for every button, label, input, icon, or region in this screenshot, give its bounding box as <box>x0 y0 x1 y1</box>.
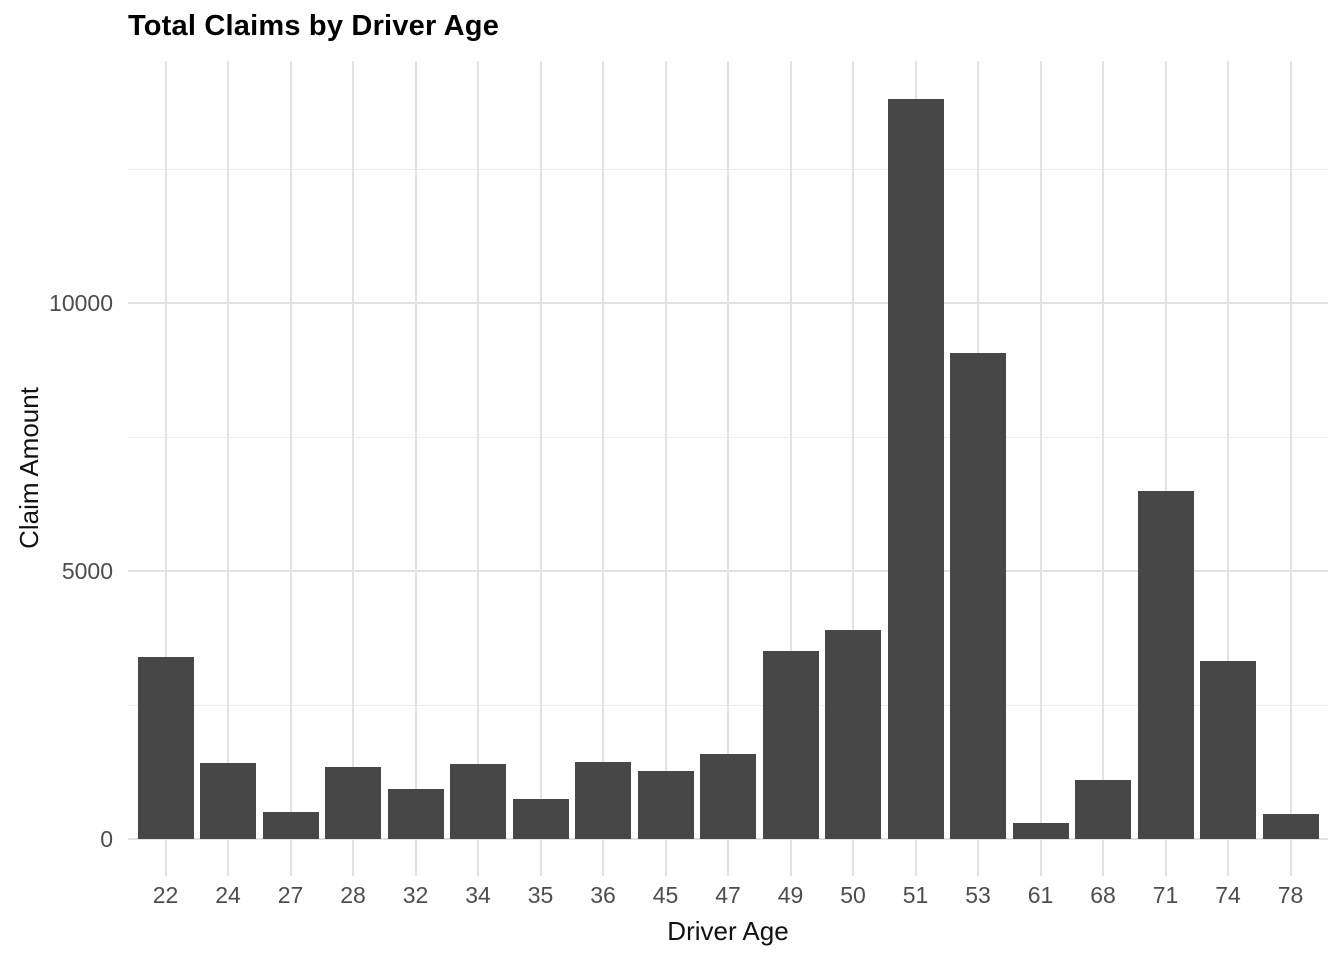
x-tick-label: 53 <box>965 882 991 908</box>
plot-panel <box>128 61 1328 876</box>
gridline-major-vertical <box>352 61 354 876</box>
bar-age-35 <box>513 799 569 839</box>
bar-age-24 <box>200 763 256 839</box>
y-tick-label: 0 <box>100 825 113 852</box>
gridline-major-vertical <box>1289 61 1292 876</box>
bar-age-47 <box>700 754 756 839</box>
bar-age-50 <box>825 630 881 839</box>
x-tick-label: 36 <box>590 882 616 908</box>
x-tick-label: 47 <box>715 882 741 908</box>
x-tick-label: 34 <box>465 882 491 908</box>
x-tick-label: 50 <box>840 882 866 908</box>
bar-age-74 <box>1200 661 1256 839</box>
y-tick-label: 10000 <box>49 289 113 316</box>
bar-age-61 <box>1013 823 1069 839</box>
x-tick-label: 32 <box>402 882 429 908</box>
bar-age-27 <box>263 812 319 839</box>
bar-age-32 <box>388 789 444 839</box>
gridline-major-vertical <box>1164 61 1167 876</box>
bar-age-51 <box>888 99 944 839</box>
gridline-major-vertical <box>1227 61 1229 876</box>
x-tick-label: 78 <box>1277 882 1304 908</box>
bar-age-78 <box>1263 814 1319 839</box>
x-tick-label: 68 <box>1090 882 1116 908</box>
x-tick-label: 45 <box>652 882 679 908</box>
bar-age-28 <box>325 767 381 839</box>
y-tick-label: 5000 <box>61 557 113 584</box>
bar-age-22 <box>138 657 194 839</box>
gridline-major-vertical <box>664 61 667 876</box>
x-tick-label: 49 <box>777 882 804 908</box>
x-tick-label: 27 <box>277 882 304 908</box>
x-axis-title: Driver Age <box>667 916 789 946</box>
x-tick-label: 51 <box>902 882 929 908</box>
x-tick-label: 22 <box>152 882 179 908</box>
bar-age-36 <box>575 762 631 839</box>
gridline-major-vertical <box>164 61 167 876</box>
x-tick-label: 74 <box>1215 882 1241 908</box>
bar-age-68 <box>1075 780 1131 839</box>
chart-title: Total Claims by Driver Age <box>128 10 500 42</box>
gridline-major-vertical <box>1102 61 1104 876</box>
gridline-major-vertical <box>789 61 792 876</box>
gridline-major-vertical <box>414 61 417 876</box>
bar-age-45 <box>638 771 694 839</box>
y-axis-title: Claim Amount <box>14 387 44 549</box>
bar-age-34 <box>450 764 506 839</box>
x-tick-label: 35 <box>527 882 554 908</box>
gridline-major-vertical <box>727 61 729 876</box>
gridline-major-vertical <box>289 61 292 876</box>
x-tick-label: 28 <box>340 882 366 908</box>
bar-age-53 <box>950 353 1006 839</box>
gridline-major-vertical <box>852 61 854 876</box>
x-tick-label: 71 <box>1152 882 1179 908</box>
bar-age-71 <box>1138 491 1194 839</box>
bar-age-49 <box>763 651 819 839</box>
x-tick-label: 61 <box>1027 882 1054 908</box>
x-tick-label: 24 <box>215 882 241 908</box>
gridline-major-vertical <box>602 61 604 876</box>
gridline-major-vertical <box>227 61 229 876</box>
gridline-major-vertical <box>539 61 542 876</box>
gridline-major-vertical <box>1039 61 1042 876</box>
gridline-major-vertical <box>477 61 479 876</box>
